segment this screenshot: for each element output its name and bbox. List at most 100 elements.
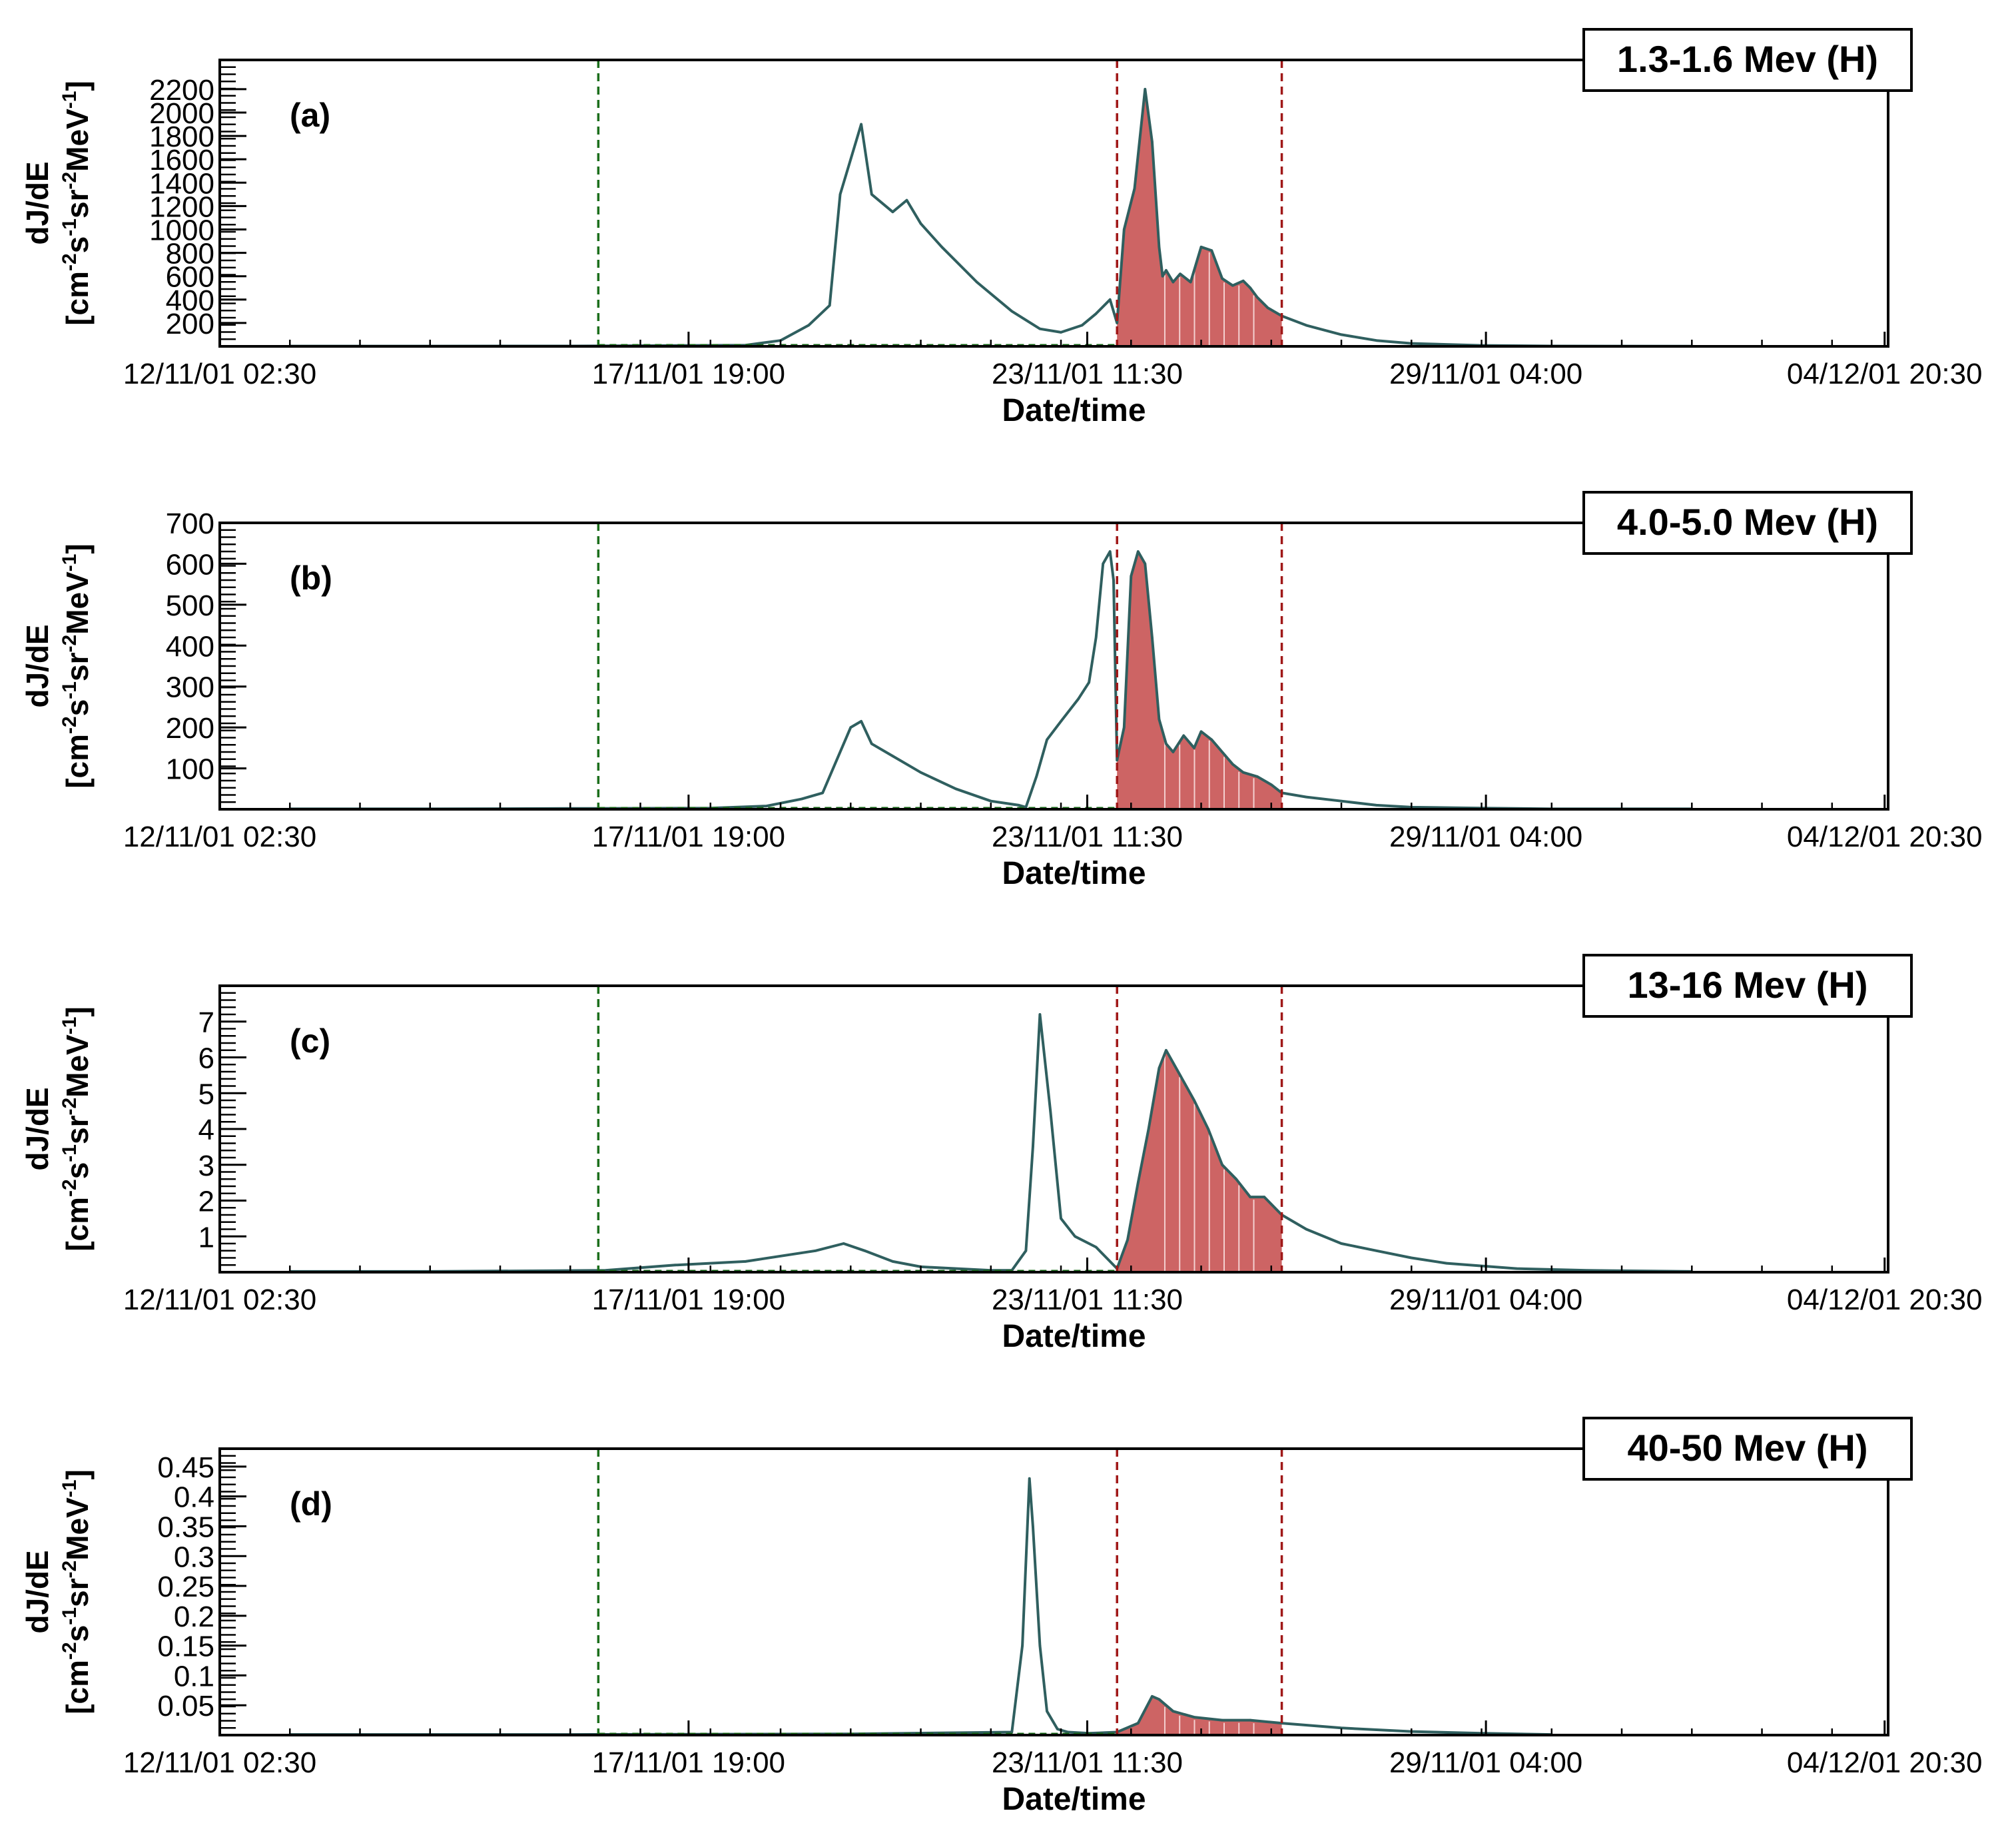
data-point [1151, 636, 1154, 639]
y-axis-label-line1: dJ/dE [20, 624, 55, 707]
data-point [863, 1250, 866, 1252]
energy-label: 1.3-1.6 Mev (H) [1617, 38, 1878, 80]
y-label-part: ] [60, 1006, 95, 1016]
y-label-part: -1 [59, 91, 81, 109]
y-tick-label: 0.05 [157, 1690, 214, 1722]
x-tick-label: 17/11/01 19:00 [592, 1284, 785, 1316]
data-point [905, 198, 908, 202]
y-label-part: [cm [60, 271, 95, 326]
data-point [828, 304, 831, 307]
panel-label: (c) [290, 1022, 330, 1060]
energy-label: 4.0-5.0 Mev (H) [1617, 501, 1878, 543]
y-label-part: MeV [60, 1034, 95, 1098]
data-point [1144, 88, 1147, 91]
y-label-part: -2 [59, 716, 81, 734]
data-point [1305, 1228, 1308, 1231]
data-point [919, 771, 922, 774]
data-point [891, 210, 894, 214]
y-label-part: ] [60, 81, 95, 91]
data-point [1108, 550, 1112, 553]
data-point [1158, 718, 1161, 721]
data-point [1035, 775, 1038, 778]
x-tick-label: 23/11/01 11:30 [992, 821, 1183, 853]
y-label-part: s [60, 699, 95, 717]
data-point [1179, 1074, 1181, 1077]
y-label-part: -2 [59, 1098, 81, 1116]
data-point [1231, 284, 1234, 287]
y-axis-label-line1: dJ/dE [20, 1087, 55, 1170]
data-point [1074, 1235, 1076, 1238]
y-axis-label-line1: dJ/dE [20, 161, 55, 244]
x-tick-label: 12/11/01 02:30 [123, 1746, 316, 1779]
data-point [1158, 246, 1161, 248]
data-point [1060, 1217, 1062, 1220]
y-tick-label: 2200 [149, 74, 214, 107]
y-label-part: sr [60, 1115, 95, 1144]
energy-label-box [1582, 28, 1913, 92]
data-point [1038, 1644, 1042, 1647]
y-tick-label: 0.3 [174, 1541, 214, 1573]
data-point [1305, 324, 1308, 327]
data-point [1172, 1710, 1175, 1712]
data-point [870, 193, 873, 196]
data-point [1249, 1196, 1251, 1198]
data-point [1080, 324, 1084, 327]
y-tick-label: 7 [198, 1006, 214, 1039]
data-point [1270, 783, 1273, 786]
data-point [1038, 327, 1042, 330]
data-point [849, 726, 852, 729]
data-point [849, 158, 852, 161]
data-point [800, 797, 803, 801]
data-point [1305, 795, 1308, 799]
data-point [990, 799, 992, 803]
y-tick-label: 800 [166, 238, 214, 270]
y-tick-label: 200 [166, 308, 214, 340]
data-point [1221, 751, 1223, 753]
data-point [1094, 636, 1098, 639]
data-point [1193, 1099, 1195, 1102]
data-point [1375, 1250, 1378, 1252]
x-tick-label: 23/11/01 11:30 [992, 1746, 1183, 1779]
x-tick-label: 04/12/01 20:30 [1787, 358, 1983, 390]
data-point [1375, 339, 1378, 342]
data-point [1010, 1730, 1014, 1734]
y-label-part: -1 [59, 1017, 81, 1035]
data-point [1126, 1238, 1129, 1242]
data-point [1266, 306, 1269, 309]
data-point [1038, 1013, 1042, 1016]
shaded-region [1117, 1050, 1282, 1272]
y-tick-label: 200 [166, 712, 214, 745]
y-tick-label: 2000 [149, 97, 214, 130]
data-point [1123, 726, 1126, 729]
data-point [1060, 720, 1062, 723]
y-tick-label: 0.4 [174, 1481, 214, 1514]
x-tick-label: 17/11/01 19:00 [592, 821, 785, 853]
data-point [1102, 562, 1104, 565]
panel-b: 100 200 300 400 500 600 700 12/11/01 02:30 17/11… [20, 491, 1983, 891]
data-point [1235, 1178, 1237, 1181]
x-tick-label: 04/12/01 20:30 [1787, 821, 1983, 853]
data-point [891, 1260, 894, 1263]
data-point [1151, 1695, 1154, 1698]
data-point [1144, 562, 1147, 565]
data-point [1158, 1698, 1161, 1701]
y-label-part: [cm [60, 1660, 95, 1714]
data-point [1137, 550, 1140, 553]
y-label-part: sr [60, 652, 95, 681]
y-axis-label-line2: [cm-2​s-1​sr-2​MeV-1​] [59, 81, 95, 326]
shaded-region [1117, 552, 1282, 809]
data-point [1199, 246, 1203, 248]
data-point [821, 791, 824, 795]
data-point [891, 755, 894, 757]
x-tick-label: 23/11/01 11:30 [992, 358, 1183, 390]
data-point [919, 222, 922, 225]
y-tick-label: 3 [198, 1150, 214, 1182]
data-point [1060, 331, 1062, 334]
x-axis-label: Date/time [1002, 1782, 1146, 1817]
x-tick-label: 12/11/01 02:30 [123, 1284, 316, 1316]
data-point [1172, 751, 1175, 753]
y-label-part: s [60, 236, 95, 254]
y-label-part: -1 [59, 1607, 81, 1625]
data-point [674, 1264, 677, 1267]
data-point [1112, 579, 1115, 581]
